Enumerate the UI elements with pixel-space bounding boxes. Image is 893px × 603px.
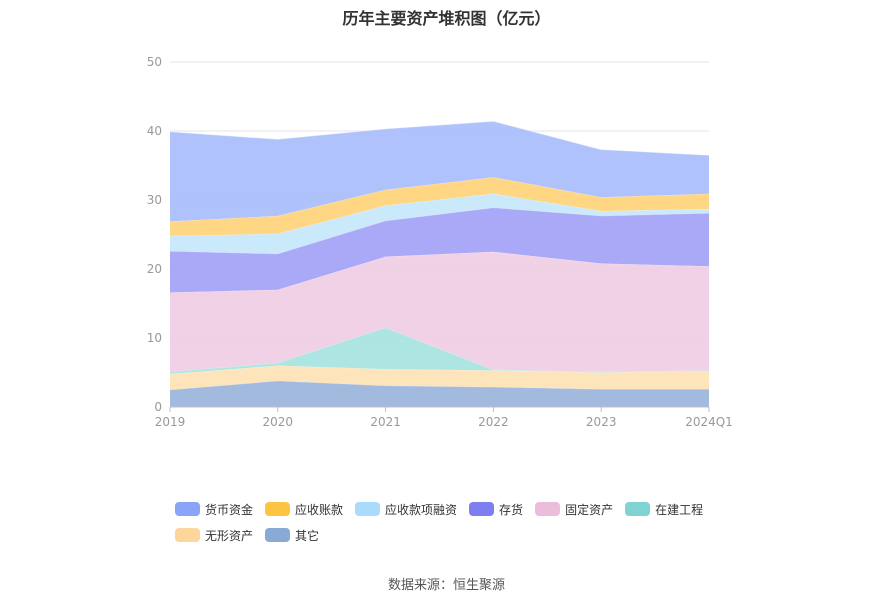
x-tick-label: 2023 [586, 415, 617, 429]
area-其它 [170, 380, 709, 407]
y-tick-label: 40 [147, 124, 162, 138]
data-source: 数据来源：恒生聚源 [387, 578, 505, 593]
legend-swatch [265, 528, 291, 542]
area-无形资产 [170, 365, 709, 390]
legend-swatch [625, 502, 651, 516]
legend-swatch [265, 502, 291, 516]
x-tick-label: 2021 [370, 415, 401, 429]
x-tick-label: 2019 [155, 415, 186, 429]
area-series [169, 120, 710, 407]
y-tick-label: 20 [147, 262, 162, 276]
legend-swatch [355, 502, 381, 516]
legend-swatch [175, 528, 200, 542]
area-货币资金 [170, 121, 709, 222]
chart-title: 历年主要资产堆积图（亿元） [342, 9, 551, 28]
x-tick-label: 2020 [263, 415, 294, 429]
legend-label: 无形资产 [205, 528, 254, 543]
x-tick-label: 2024Q1 [685, 415, 733, 429]
legend: 货币资金 应收账款 应收款项融资 存货 固定资产 在建工程 无形资产 其它 [175, 496, 775, 548]
legend-label: 其它 [295, 528, 320, 543]
legend-item[interactable]: 存货 [469, 501, 523, 518]
legend-swatch [535, 502, 561, 516]
legend-item[interactable]: 应收款项融资 [355, 501, 457, 518]
legend-item[interactable]: 无形资产 [175, 527, 253, 544]
area-应收账款 [170, 177, 709, 236]
legend-item[interactable]: 应收账款 [265, 501, 343, 518]
y-tick-label: 10 [147, 331, 162, 345]
area-应收款项融资 [170, 193, 709, 254]
y-tick-label: 30 [147, 193, 162, 207]
area-固定资产 [170, 251, 709, 372]
y-tick-label: 50 [147, 55, 162, 69]
legend-item[interactable]: 固定资产 [535, 501, 613, 518]
legend-label: 存货 [499, 502, 524, 517]
legend-item[interactable]: 其它 [265, 527, 319, 544]
legend-label: 在建工程 [655, 502, 704, 517]
x-tick-label: 2022 [478, 415, 509, 429]
legend-label: 应收款项融资 [385, 502, 458, 517]
legend-row: 无形资产 其它 [175, 522, 775, 548]
legend-label: 应收账款 [295, 502, 344, 517]
area-存货 [170, 207, 709, 293]
legend-item[interactable]: 货币资金 [175, 501, 253, 518]
legend-row: 货币资金 应收账款 应收款项融资 存货 固定资产 在建工程 [175, 496, 775, 522]
y-tick-label: 0 [154, 400, 162, 414]
axes: 0 10 20 30 40 50 2019 2020 2021 2022 2023 2024Q1 [147, 55, 733, 429]
stacked-area-chart: 0 10 20 30 40 50 2019 2020 2021 2022 2023 2024Q1 [147, 55, 733, 429]
legend-swatch [469, 502, 495, 516]
area-在建工程 [170, 327, 709, 374]
legend-swatch [175, 502, 200, 516]
area-edge [169, 120, 710, 156]
legend-label: 固定资产 [565, 502, 614, 517]
legend-label: 货币资金 [205, 502, 254, 517]
legend-item[interactable]: 在建工程 [625, 501, 703, 518]
